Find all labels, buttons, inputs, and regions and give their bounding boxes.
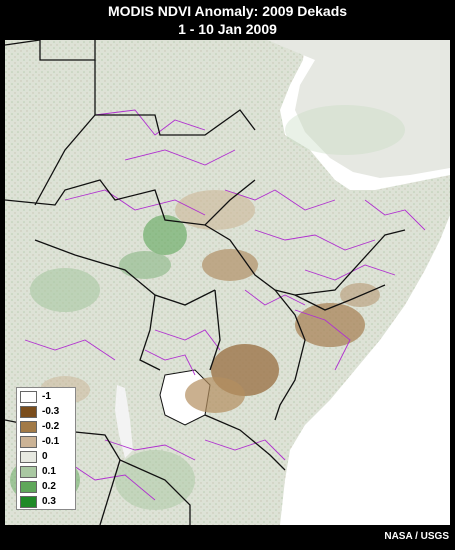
legend-item: 0.3 xyxy=(20,496,74,508)
legend-swatch xyxy=(20,496,37,508)
ndvi-legend: -1 -0.3 -0.2 -0.1 0 0.1 0.2 0.3 xyxy=(16,387,76,510)
admin-boundaries xyxy=(24,109,426,501)
legend-item: -0.1 xyxy=(20,436,74,448)
legend-item: 0.1 xyxy=(20,466,74,478)
legend-swatch xyxy=(20,406,37,418)
legend-swatch xyxy=(20,391,37,403)
legend-label: 0.2 xyxy=(42,481,56,492)
legend-item: 0 xyxy=(20,451,74,463)
legend-item: -0.3 xyxy=(20,406,74,418)
credit-text: NASA / USGS xyxy=(384,531,449,542)
map-title: MODIS NDVI Anomaly: 2009 Dekads xyxy=(107,3,348,19)
indian-ocean xyxy=(280,215,450,525)
legend-label: 0.3 xyxy=(42,496,56,507)
legend-label: 0 xyxy=(42,451,48,462)
arabian-peninsula xyxy=(267,40,450,178)
legend-label: -0.1 xyxy=(42,436,60,447)
legend-swatch xyxy=(20,421,37,433)
map-canvas xyxy=(5,40,450,525)
legend-label: 0.1 xyxy=(42,466,56,477)
lake-tanganyika xyxy=(115,385,133,458)
legend-item: -0.2 xyxy=(20,421,74,433)
legend-swatch xyxy=(20,466,37,478)
legend-swatch xyxy=(20,436,37,448)
legend-label: -0.3 xyxy=(42,406,60,417)
legend-swatch xyxy=(20,451,37,463)
map-subtitle: 1 - 10 Jan 2009 xyxy=(178,21,277,37)
legend-item: 0.2 xyxy=(20,481,74,493)
legend-label: -0.2 xyxy=(42,421,60,432)
legend-item: -1 xyxy=(20,391,74,403)
legend-swatch xyxy=(20,481,37,493)
negative-anomaly-areas xyxy=(40,190,380,413)
legend-label: -1 xyxy=(42,391,51,402)
ndvi-anomaly-map[interactable] xyxy=(5,40,450,525)
